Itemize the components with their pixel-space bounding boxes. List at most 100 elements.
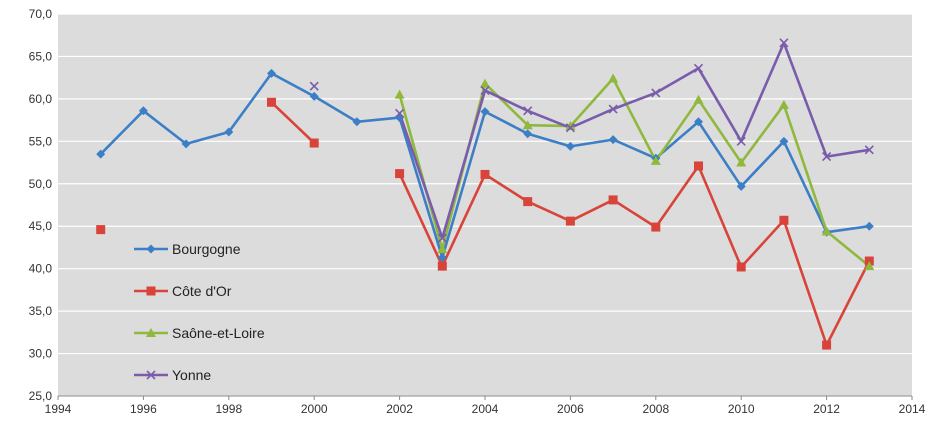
data-point-stroke (822, 152, 832, 162)
gridlines (58, 13, 912, 397)
data-point (565, 121, 576, 131)
data-point (480, 107, 490, 117)
data-point (736, 136, 746, 146)
data-point-stroke (693, 63, 704, 73)
data-point (523, 129, 533, 139)
y-tick-label: 65,0 (29, 49, 53, 63)
data-point-stroke (864, 145, 874, 155)
data-point (146, 244, 156, 254)
data-point (352, 117, 362, 127)
x-tick-label: 1994 (45, 402, 72, 416)
data-point (181, 139, 191, 149)
legend-item: Côte d'Or (134, 283, 232, 299)
data-point (437, 253, 447, 263)
legend-label: Yonne (172, 367, 211, 383)
series-markers (96, 38, 875, 350)
data-point (138, 106, 148, 116)
series-line (270, 101, 316, 144)
data-point (309, 81, 319, 91)
data-point (864, 256, 874, 266)
data-point (267, 68, 276, 78)
x-tick-label: 1998 (215, 402, 242, 416)
y-tick-label: 70,0 (29, 7, 53, 21)
data-point (96, 225, 106, 235)
y-tick-label: 60,0 (29, 92, 53, 106)
data-point (565, 216, 575, 226)
data-point-stroke (480, 85, 490, 95)
data-point-stroke (608, 104, 618, 114)
data-point (651, 222, 661, 232)
data-point (309, 138, 319, 148)
data-point (565, 141, 575, 151)
x-tick-label: 2006 (557, 402, 584, 416)
data-point (394, 89, 405, 99)
data-point (650, 155, 661, 165)
data-point (480, 78, 490, 88)
y-tick-label: 50,0 (29, 177, 53, 191)
data-point (395, 108, 405, 118)
data-point (864, 261, 875, 271)
data-point (694, 117, 703, 127)
legend: Bourgogne Côte d'Or Saône-et-Loire Yonne (134, 241, 265, 383)
legend-label: Côte d'Or (172, 283, 232, 299)
data-point (694, 161, 703, 171)
data-point (779, 136, 789, 146)
legend-label: Saône-et-Loire (172, 325, 265, 341)
data-point-stroke (309, 81, 319, 91)
series-line (398, 41, 870, 240)
x-tick-label: 2008 (642, 402, 669, 416)
data-point (437, 233, 447, 243)
data-point (779, 215, 789, 225)
y-tick-label: 55,0 (29, 134, 53, 148)
data-point (565, 123, 575, 133)
x-tick-label: 2000 (301, 402, 328, 416)
axes: 25,0 30,0 35,0 40,0 45,0 50,0 55,0 60,0 65,0 70,0… (29, 7, 926, 416)
data-point (736, 181, 746, 191)
data-point (146, 286, 156, 296)
data-point (864, 221, 874, 231)
data-point-stroke (395, 108, 405, 118)
x-tick-label: 2004 (472, 402, 499, 416)
data-point-stroke (779, 38, 789, 48)
x-tick-label: 1996 (130, 402, 157, 416)
y-tick-label: 25,0 (29, 389, 53, 403)
data-point (608, 195, 618, 205)
legend-item: Saône-et-Loire (134, 325, 265, 341)
data-point (736, 262, 746, 272)
x-tick-label: 2012 (813, 402, 840, 416)
x-tick-label: 2002 (386, 402, 413, 416)
data-point (395, 169, 405, 179)
data-point (480, 169, 490, 179)
data-point (309, 91, 319, 101)
data-point (437, 261, 447, 271)
data-point (437, 244, 448, 254)
data-point (523, 106, 533, 116)
data-point-stroke (651, 88, 661, 98)
data-point-stroke (146, 370, 156, 380)
data-point-stroke (523, 106, 533, 116)
y-tick-label: 35,0 (29, 304, 53, 318)
data-point-stroke (437, 233, 447, 243)
data-point (693, 63, 704, 73)
legend-label: Bourgogne (172, 241, 241, 257)
data-point (778, 99, 789, 109)
data-point (651, 88, 661, 98)
data-point (822, 340, 832, 350)
data-point-stroke (736, 136, 746, 146)
data-point (224, 127, 234, 137)
data-point (96, 149, 106, 159)
series-line (398, 164, 871, 347)
y-tick-label: 40,0 (29, 262, 53, 276)
data-point (146, 370, 156, 380)
data-point (608, 104, 618, 114)
y-tick-label: 30,0 (29, 347, 53, 361)
x-tick-label: 2010 (728, 402, 755, 416)
data-point (522, 120, 533, 130)
data-point (822, 152, 832, 162)
data-point (779, 38, 789, 48)
data-point (608, 73, 619, 83)
y-tick-label: 45,0 (29, 219, 53, 233)
data-point (821, 226, 832, 236)
